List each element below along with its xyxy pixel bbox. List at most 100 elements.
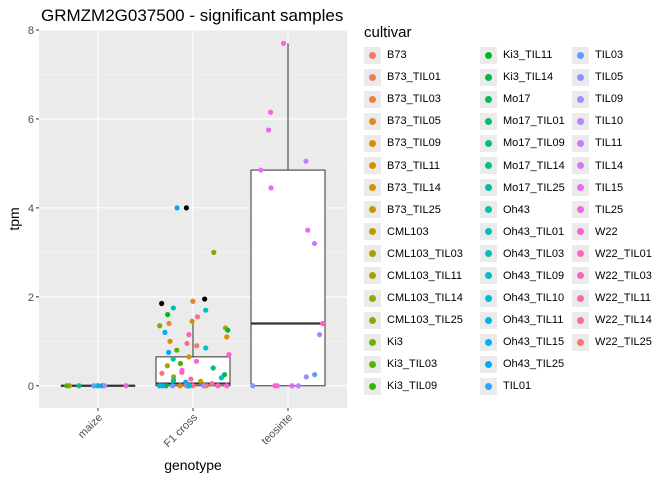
boxplots <box>60 43 326 387</box>
legend-key <box>480 179 497 197</box>
legend-dot <box>577 184 584 192</box>
legend-item: Oh43_TIL11 <box>480 309 565 331</box>
legend-label: Mo17_TIL09 <box>503 137 565 150</box>
data-point <box>159 300 165 307</box>
data-point <box>189 318 195 324</box>
legend-item: B73_TIL03 <box>364 88 463 110</box>
data-point <box>224 383 230 389</box>
legend-item: TIL15 <box>572 177 652 199</box>
legend-label: W22_TIL01 <box>595 247 652 260</box>
legend-key <box>572 333 589 351</box>
legend-dot <box>577 95 584 103</box>
legend-item: B73_TIL05 <box>364 110 463 132</box>
legend-item: Mo17_TIL25 <box>480 177 565 199</box>
data-point <box>305 227 311 233</box>
legend-dot <box>369 206 376 214</box>
x-tick-label: F1 cross <box>162 411 201 450</box>
legend-key <box>572 46 589 64</box>
legend-item: Mo17_TIL14 <box>480 154 565 176</box>
legend-dot <box>369 51 376 59</box>
legend-column: B73 B73_TIL01 B73_TIL03 B73_TIL05 B73_TIL09 B… <box>364 44 463 398</box>
data-point <box>166 320 172 327</box>
legend-item: CML103 <box>364 221 463 243</box>
legend-key <box>364 112 381 130</box>
data-point <box>218 375 225 381</box>
legend-key <box>480 333 497 351</box>
legend-key <box>480 157 497 175</box>
legend-item: W22_TIL03 <box>572 265 652 287</box>
legend-dot <box>485 117 492 125</box>
legend-label: Mo17 <box>503 93 531 106</box>
legend-dot <box>485 162 492 170</box>
legend-label: Oh43_TIL15 <box>503 336 565 349</box>
legend-label: B73_TIL14 <box>387 181 441 194</box>
data-point <box>194 343 200 349</box>
legend-key <box>572 112 589 130</box>
legend-item: CML103_TIL14 <box>364 287 463 309</box>
data-point <box>76 383 82 389</box>
y-tick-label: 8 <box>28 25 34 37</box>
legend-label: W22_TIL14 <box>595 314 652 327</box>
legend-label: Mo17_TIL01 <box>503 115 565 128</box>
legend-label: W22_TIL11 <box>595 292 652 305</box>
legend-item: Mo17 <box>480 88 565 110</box>
legend-key <box>480 311 497 329</box>
legend-label: B73_TIL11 <box>387 159 441 172</box>
legend-label: Oh43_TIL01 <box>503 225 565 238</box>
legend-item: CML103_TIL03 <box>364 243 463 265</box>
data-point <box>224 334 230 340</box>
data-point <box>320 320 326 327</box>
legend-item: B73_TIL09 <box>364 132 463 154</box>
legend-dot <box>369 294 376 302</box>
legend-item: Ki3_TIL03 <box>364 353 463 375</box>
legend-key <box>364 267 381 285</box>
legend-key <box>572 201 589 219</box>
legend-label: B73 <box>387 49 407 62</box>
legend-key <box>480 377 497 395</box>
legend-key <box>480 112 497 130</box>
legend-label: CML103_TIL14 <box>387 292 463 305</box>
data-point <box>169 383 176 389</box>
legend-item: TIL11 <box>572 132 652 154</box>
legend-dot <box>369 338 376 346</box>
legend-item: W22_TIL25 <box>572 331 652 353</box>
legend-dot <box>485 139 492 147</box>
legend-dot <box>577 117 584 125</box>
legend-item: B73_TIL01 <box>364 66 463 88</box>
legend-key <box>364 245 381 263</box>
legend-label: TIL03 <box>595 49 624 62</box>
legend-item: W22 <box>572 221 652 243</box>
data-point <box>183 205 190 211</box>
legend-key <box>480 68 497 86</box>
legend-item: Oh43_TIL03 <box>480 243 565 265</box>
data-point <box>177 383 183 389</box>
legend-label: TIL09 <box>595 93 624 106</box>
legend-item: Oh43_TIL09 <box>480 265 565 287</box>
legend-dot <box>369 250 376 258</box>
data-point <box>95 383 102 389</box>
legend-key <box>480 134 497 152</box>
legend-dot <box>485 294 492 302</box>
data-point <box>170 377 177 384</box>
legend-dot <box>485 338 492 346</box>
data-point <box>201 383 207 389</box>
data-point <box>268 185 274 191</box>
legend-label: B73_TIL25 <box>387 203 441 216</box>
data-point <box>157 323 163 329</box>
legend-label: TIL25 <box>595 203 624 216</box>
legend-dot <box>485 360 492 368</box>
y-tick-label: 6 <box>28 114 34 126</box>
y-tick-label: 0 <box>28 381 34 393</box>
legend-key <box>364 68 381 86</box>
data-point <box>186 332 192 338</box>
data-point <box>102 383 108 389</box>
legend-key <box>572 245 589 263</box>
legend-key <box>572 267 589 285</box>
data-point <box>174 347 180 353</box>
legend-key <box>364 46 381 64</box>
legend-dot <box>369 228 376 236</box>
legend-label: TIL10 <box>595 115 624 128</box>
data-point <box>170 356 176 362</box>
legend-label: W22_TIL25 <box>595 336 652 349</box>
legend-dot <box>577 162 584 170</box>
